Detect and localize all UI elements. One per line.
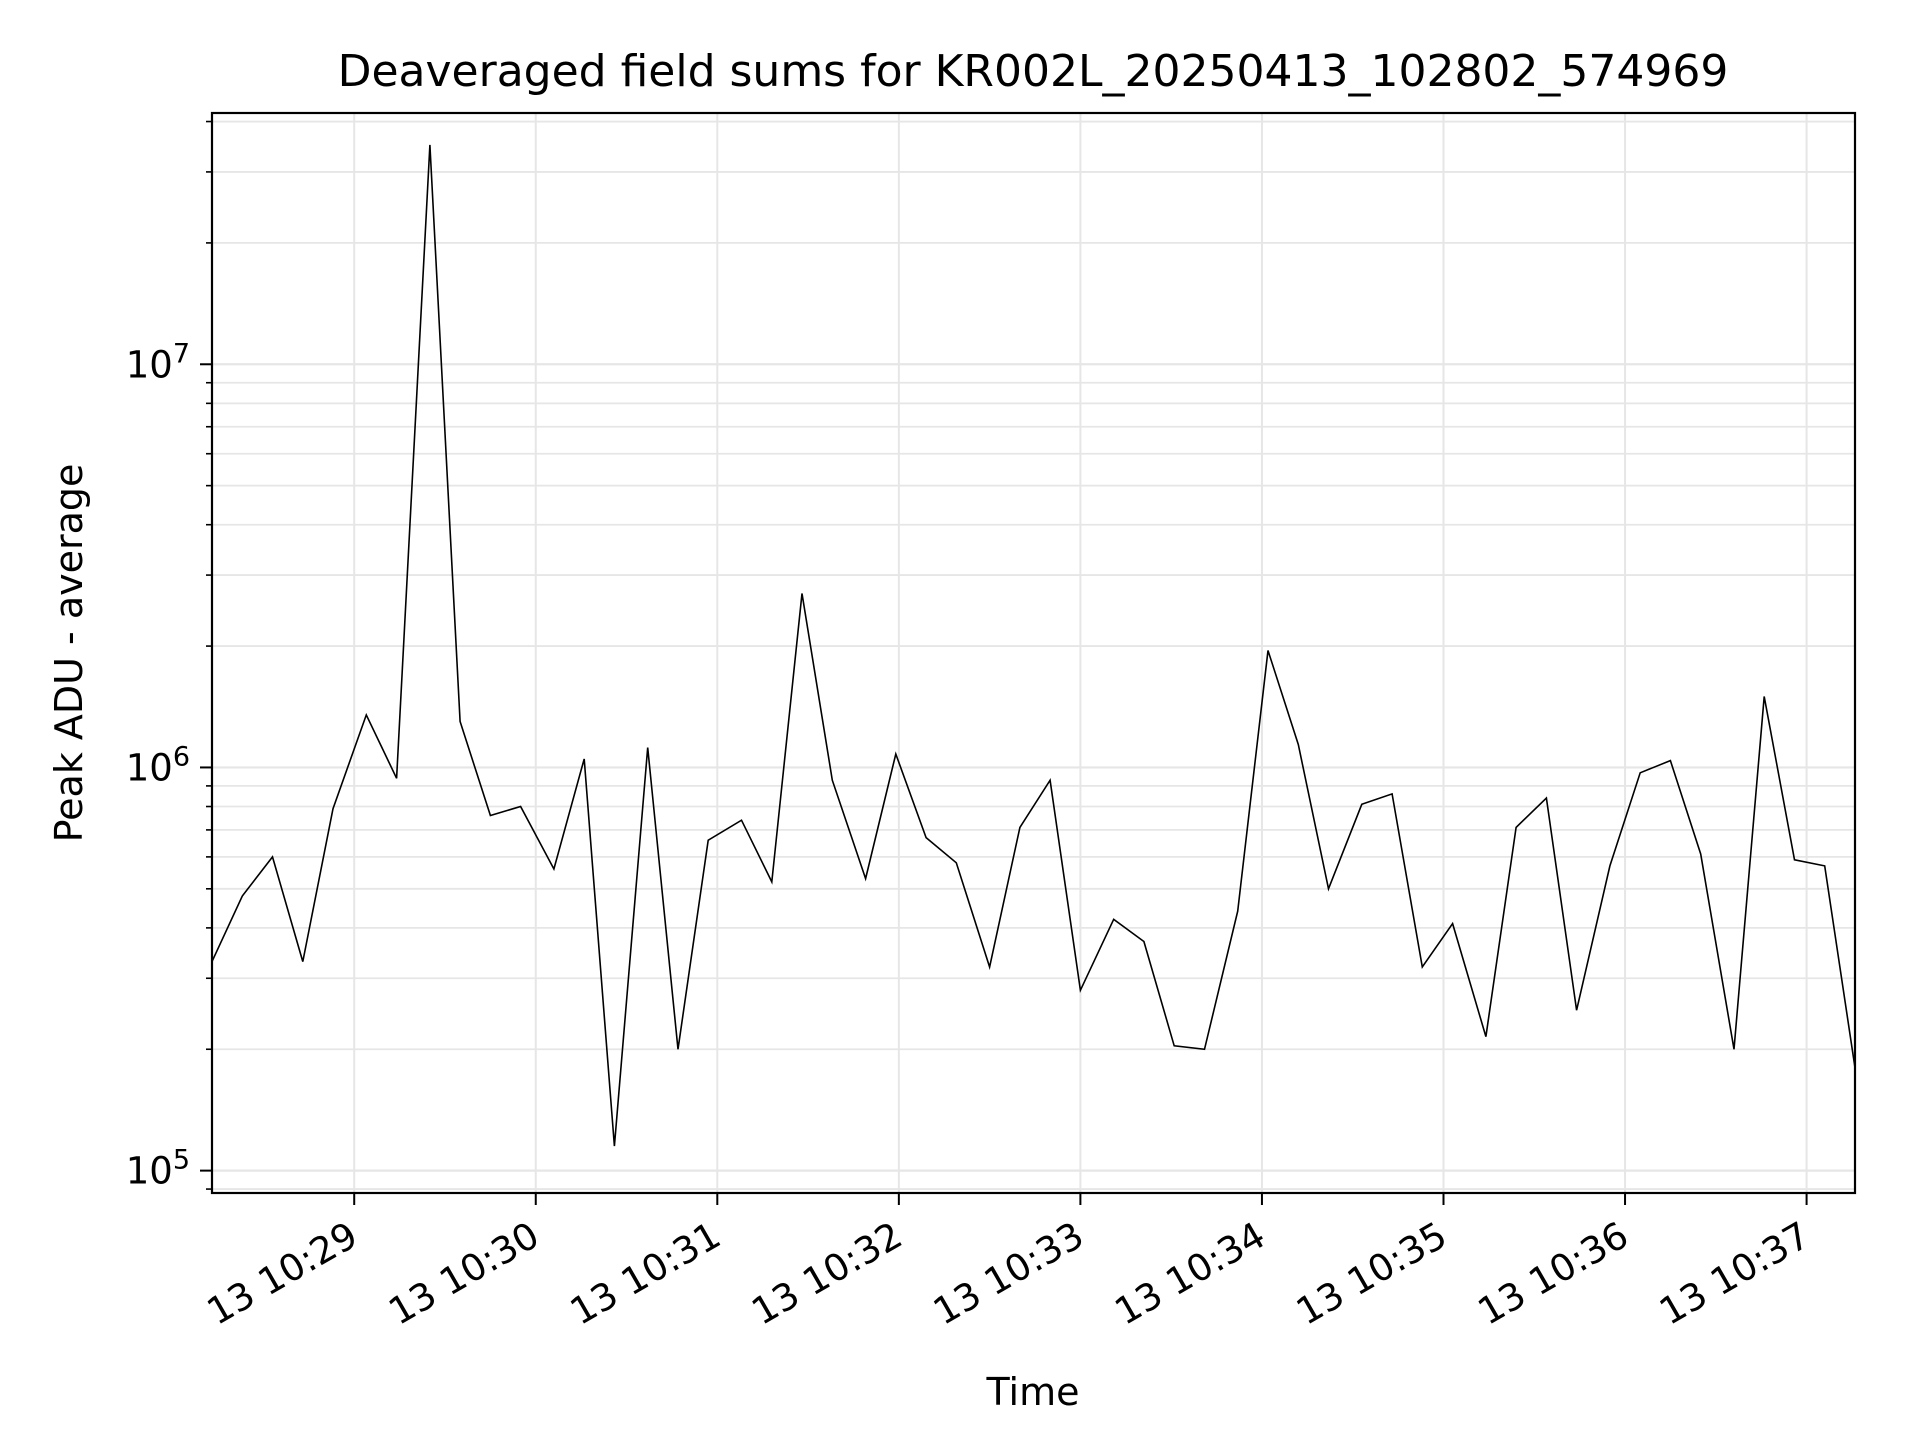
- x-tick-label: 13 10:34: [1108, 1214, 1273, 1334]
- chart-title: Deaveraged field sums for KR002L_2025041…: [338, 46, 1729, 97]
- plot-frame: [210, 111, 1857, 1195]
- x-tick-label: 13 10:31: [563, 1214, 728, 1334]
- x-axis-label: Time: [986, 1370, 1080, 1414]
- series-line: [211, 144, 1856, 1147]
- x-tick-label: 13 10:33: [926, 1214, 1091, 1334]
- y-tick-label: 106: [126, 741, 190, 789]
- y-tick-label: 105: [126, 1145, 190, 1193]
- x-tick-label: 13 10:30: [381, 1214, 546, 1334]
- x-tick-label: 13 10:35: [1289, 1214, 1454, 1334]
- y-tick-label: 107: [126, 338, 190, 386]
- y-axis: 105 106 107: [126, 120, 212, 1193]
- x-tick-label: 13 10:32: [745, 1214, 910, 1334]
- x-tick-label: 13 10:29: [200, 1214, 365, 1334]
- y-axis-label: Peak ADU - average: [47, 464, 91, 843]
- x-tick-label: 13 10:37: [1652, 1214, 1817, 1334]
- x-axis: 13 10:29 13 10:30 13 10:31 13 10:32 13 10:33…: [200, 1193, 1817, 1334]
- x-tick-label: 13 10:36: [1471, 1214, 1636, 1334]
- grid: [212, 113, 1855, 1193]
